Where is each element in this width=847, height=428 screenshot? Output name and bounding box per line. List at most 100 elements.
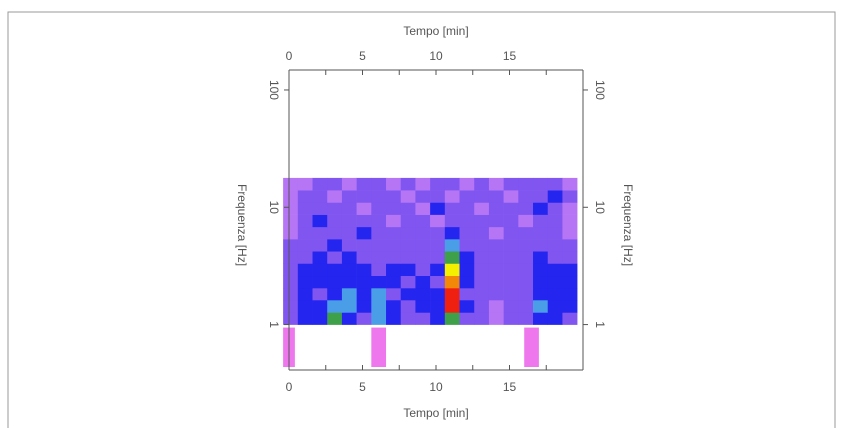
heat-cell [356,288,372,301]
heat-cell [562,263,578,277]
heat-cell [371,312,387,325]
heat-cell [356,226,372,240]
heat-cell [459,288,475,301]
heat-cell [283,226,299,240]
heat-cell [430,263,446,277]
heat-cell [283,300,299,313]
heat-cell [297,251,313,264]
heat-cell [430,251,446,264]
heat-cell [488,190,504,203]
heat-cell [356,312,372,325]
heat-cell [327,214,343,228]
heat-cell [356,214,372,228]
heat-cell [533,190,549,203]
heat-cell [444,202,460,215]
heat-cell [533,214,549,228]
heat-cell [415,239,431,252]
heat-cell [444,312,460,325]
heat-cell [386,190,402,203]
heat-cell [562,190,578,203]
y-tick-label: 100 [267,80,281,100]
heat-cell [488,214,504,228]
heat-cell [297,312,313,325]
y-tick-label: 1 [593,321,607,328]
heat-cell [415,288,431,301]
heat-cell [371,214,387,228]
heat-cell [459,226,475,240]
x-tick-label: 10 [429,49,443,63]
heat-cell [547,300,563,313]
heat-cell [430,177,446,191]
heat-cell [312,239,328,252]
heat-cell [444,251,460,264]
heat-cell [400,177,416,191]
heat-cell [386,239,402,252]
heat-cell [488,251,504,264]
heat-cell [503,239,519,252]
heat-cell [562,214,578,228]
heat-cell [503,251,519,264]
heat-cell [283,251,299,264]
heat-cell [312,288,328,301]
x-axis-title-top: Tempo [min] [403,24,468,38]
heat-cell [297,226,313,240]
heat-cell [430,288,446,301]
heat-cell [562,300,578,313]
heat-cell [327,275,343,289]
heat-cell [474,190,490,203]
heat-cell [503,300,519,313]
heat-cell [430,312,446,325]
heat-cell [533,177,549,191]
x-tick-label: 5 [359,380,366,394]
heat-cell [341,300,357,313]
heat-cell [312,226,328,240]
heat-cell [312,202,328,215]
heat-cell [400,251,416,264]
heat-cell [341,288,357,301]
heat-cell [356,202,372,215]
heat-cell [444,177,460,191]
heat-cell [459,312,475,325]
heat-cell [533,202,549,215]
heat-cell [488,300,504,313]
heat-cell [503,312,519,325]
heat-cell [503,190,519,203]
heat-cell [533,312,549,325]
heat-cell [518,288,534,301]
heat-cell [327,177,343,191]
heat-cell [547,239,563,252]
heat-cell [415,202,431,215]
heat-cell [297,288,313,301]
heat-cell [533,288,549,301]
heat-cell [518,263,534,277]
x-tick-label: 10 [429,380,443,394]
heat-cell [312,312,328,325]
heat-cell [518,214,534,228]
heat-cell [283,214,299,228]
heat-cell [547,251,563,264]
heat-cell [474,288,490,301]
heat-cell [415,177,431,191]
heat-cell [562,288,578,301]
heat-cell [503,214,519,228]
heat-cell [562,251,578,264]
heat-cell [474,251,490,264]
heat-cell [474,300,490,313]
heat-cell [283,177,299,191]
heat-cell [533,300,549,313]
heat-cell [400,239,416,252]
heat-cell [312,190,328,203]
y-tick-label: 10 [267,201,281,215]
heat-cell [533,275,549,289]
heat-cell [415,214,431,228]
x-axis-title-bottom: Tempo [min] [403,406,468,420]
heat-cell [386,202,402,215]
heat-cell [341,190,357,203]
heat-cell [518,275,534,289]
heat-cell [562,275,578,289]
heat-cell [503,288,519,301]
heat-cell [415,251,431,264]
heat-cell [341,214,357,228]
x-tick-label: 5 [359,49,366,63]
